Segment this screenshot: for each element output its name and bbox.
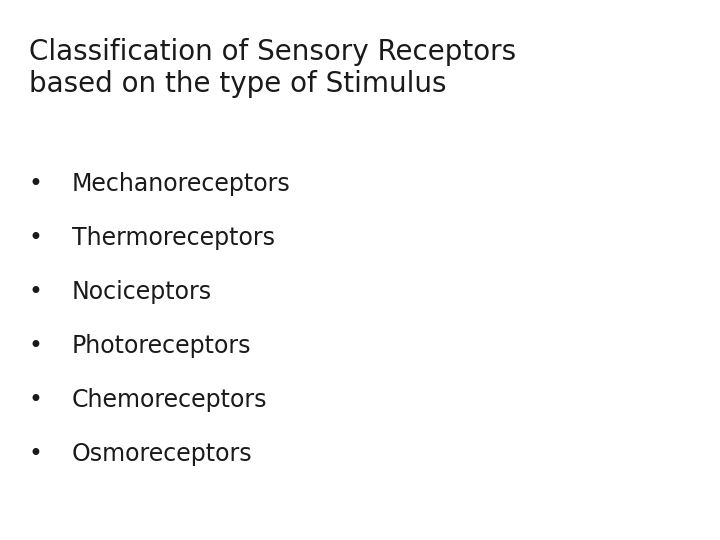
Text: •: • — [29, 442, 42, 465]
Text: Nociceptors: Nociceptors — [72, 280, 212, 303]
Text: •: • — [29, 334, 42, 357]
Text: •: • — [29, 388, 42, 411]
Text: •: • — [29, 172, 42, 195]
Text: Chemoreceptors: Chemoreceptors — [72, 388, 268, 411]
Text: Mechanoreceptors: Mechanoreceptors — [72, 172, 291, 195]
Text: Thermoreceptors: Thermoreceptors — [72, 226, 275, 249]
Text: Osmoreceptors: Osmoreceptors — [72, 442, 253, 465]
Text: Photoreceptors: Photoreceptors — [72, 334, 251, 357]
Text: Classification of Sensory Receptors
based on the type of Stimulus: Classification of Sensory Receptors base… — [29, 38, 516, 98]
Text: •: • — [29, 226, 42, 249]
Text: •: • — [29, 280, 42, 303]
